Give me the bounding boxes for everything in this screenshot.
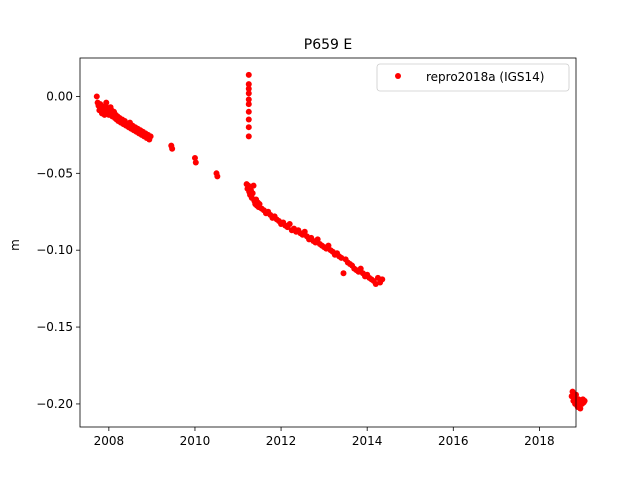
legend: repro2018a (IGS14) — [376, 63, 570, 92]
y-axis-label: m — [8, 239, 22, 251]
x-tick-label: 2018 — [524, 434, 555, 448]
plot-frame — [79, 57, 577, 428]
legend-marker — [395, 73, 401, 79]
data-point — [245, 108, 252, 115]
data-point — [93, 93, 100, 100]
data-point — [245, 71, 252, 78]
data-point — [379, 276, 386, 283]
y-tick-label: −0.20 — [36, 397, 73, 411]
x-tick-label: 2008 — [94, 434, 125, 448]
points-layer — [93, 71, 588, 412]
data-point — [169, 145, 176, 152]
data-point — [192, 159, 199, 166]
data-point — [245, 182, 252, 189]
data-point — [245, 116, 252, 123]
data-point — [340, 270, 347, 277]
data-point — [191, 154, 198, 161]
x-tick-label: 2014 — [352, 434, 383, 448]
legend-box — [376, 63, 570, 92]
y-tick-label: −0.15 — [36, 320, 73, 334]
data-point — [245, 101, 252, 108]
data-point — [245, 85, 252, 92]
data-point — [245, 81, 252, 88]
data-point — [101, 111, 108, 118]
data-point — [250, 182, 257, 189]
y-tick-label: −0.05 — [36, 166, 73, 180]
ticks-layer: 2008 2010 2012 2014 2016 2018 0.00 −0.05 −0.10 −0… — [36, 89, 554, 448]
data-point — [147, 133, 154, 140]
x-tick-label: 2016 — [438, 434, 469, 448]
data-point — [256, 201, 263, 208]
y-tick-label: 0.00 — [46, 89, 73, 103]
data-point — [245, 133, 252, 140]
chart-title: P659 E — [304, 37, 352, 53]
data-point — [314, 236, 321, 243]
data-point — [245, 90, 252, 97]
data-point — [103, 99, 110, 106]
x-tick-label: 2012 — [266, 434, 297, 448]
data-point — [581, 397, 588, 404]
data-point — [214, 173, 221, 180]
data-point — [325, 242, 332, 249]
data-point — [245, 96, 252, 103]
data-point — [286, 221, 293, 228]
data-point — [577, 405, 584, 412]
data-point — [301, 228, 308, 235]
x-tick-label: 2010 — [180, 434, 211, 448]
data-point — [245, 124, 252, 131]
y-tick-label: −0.10 — [36, 243, 73, 257]
legend-label: repro2018a (IGS14) — [426, 70, 544, 84]
data-point — [249, 190, 256, 197]
data-point — [357, 265, 364, 272]
